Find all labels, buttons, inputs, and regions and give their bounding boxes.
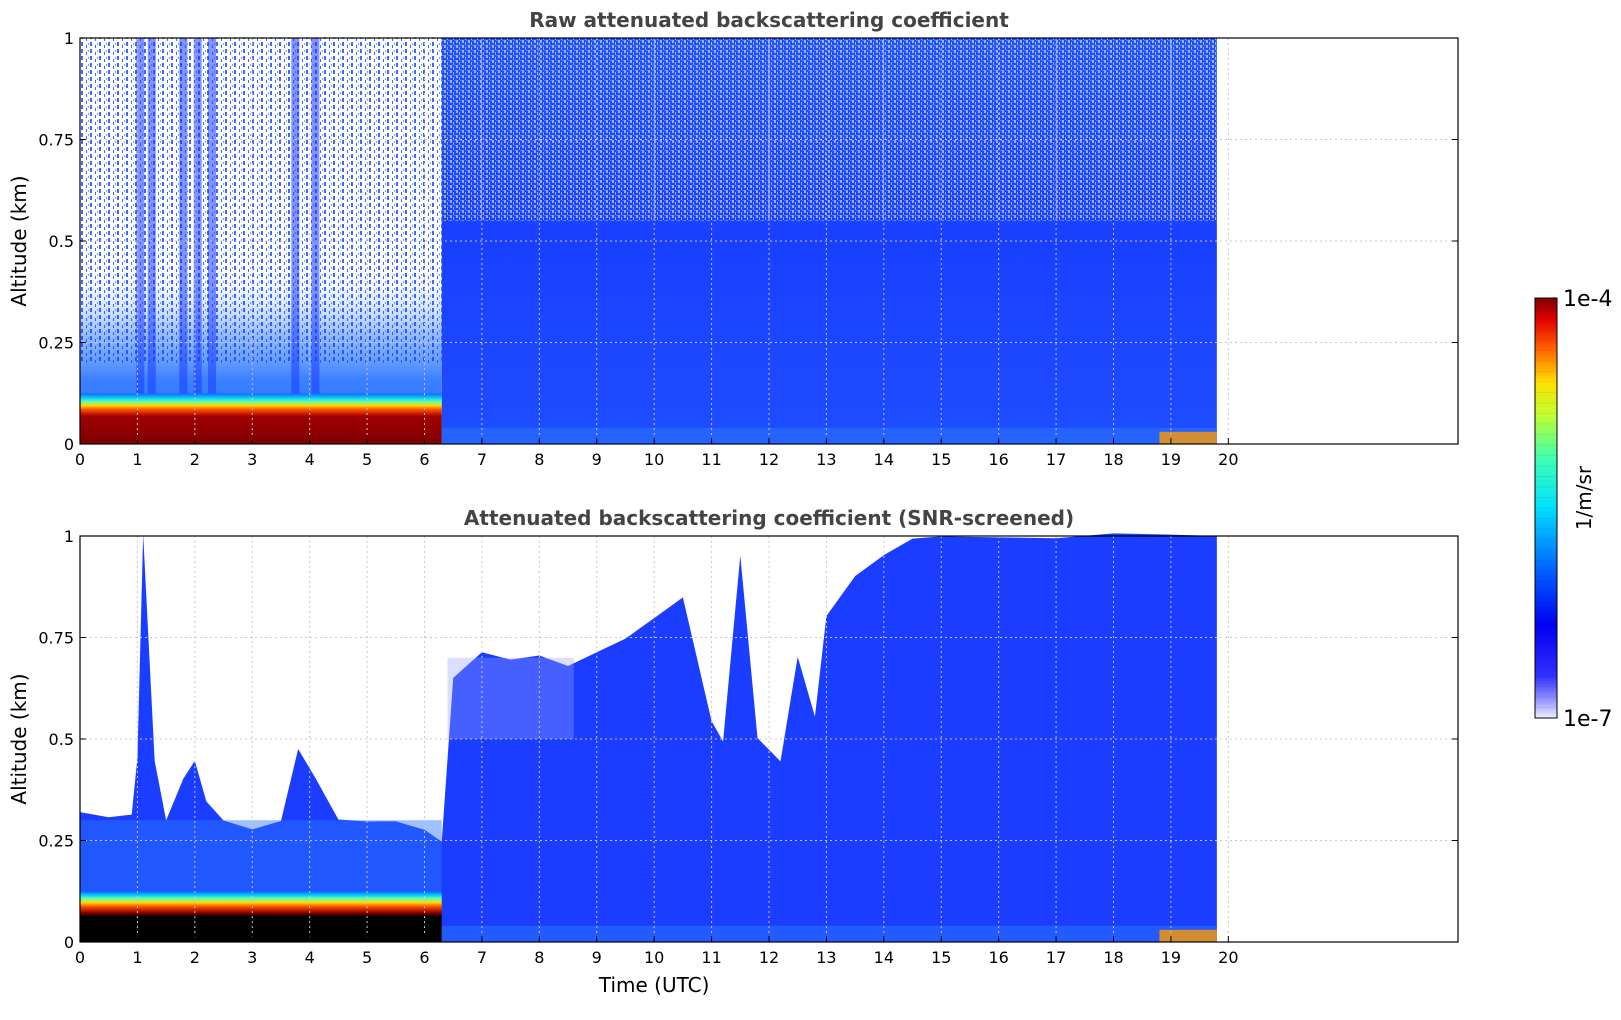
plot-area [80, 533, 1217, 942]
y-tick-label: 0.75 [38, 131, 74, 150]
x-tick-label: 7 [477, 948, 487, 967]
x-tick-label: 12 [759, 450, 779, 469]
x-tick-label: 5 [362, 948, 372, 967]
x-tick-label: 10 [644, 450, 664, 469]
x-tick-label: 4 [305, 450, 315, 469]
x-tick-label: 2 [190, 948, 200, 967]
x-tick-label: 20 [1218, 948, 1238, 967]
x-tick-label: 15 [931, 450, 951, 469]
screened-field [80, 533, 1217, 942]
x-tick-label: 6 [419, 948, 429, 967]
x-tick-label: 10 [644, 948, 664, 967]
boundary-layer [80, 891, 442, 942]
y-tick-label: 0.75 [38, 629, 74, 648]
y-tick-label: 0 [64, 435, 74, 454]
y-tick-label: 1 [64, 527, 74, 546]
x-tick-label: 5 [362, 450, 372, 469]
y-tick-label: 0.25 [38, 832, 74, 851]
x-tick-label: 8 [534, 450, 544, 469]
colorbar-max-label: 1e-4 [1563, 287, 1612, 312]
x-tick-label: 12 [759, 948, 779, 967]
y-ticks: 0 0.25 0.5 0.75 1 [38, 527, 1458, 952]
x-tick-label: 17 [1046, 948, 1066, 967]
x-tick-label: 11 [701, 948, 721, 967]
y-tick-label: 0 [64, 933, 74, 952]
x-tick-label: 7 [477, 450, 487, 469]
x-tick-label: 9 [592, 948, 602, 967]
aerosol-plume [208, 38, 217, 444]
x-tick-label: 1 [132, 948, 142, 967]
aerosol-plume [179, 38, 188, 444]
x-tick-label: 11 [701, 450, 721, 469]
noise-speckle-early [80, 38, 442, 363]
low-snr-patch [447, 657, 574, 739]
x-tick-label: 4 [305, 948, 315, 967]
x-tick-label: 19 [1161, 948, 1181, 967]
x-tick-label: 13 [816, 450, 836, 469]
x-tick-label: 14 [874, 948, 894, 967]
x-tick-label: 0 [75, 948, 85, 967]
x-tick-label: 13 [816, 948, 836, 967]
y-tick-label: 0.25 [38, 334, 74, 353]
x-tick-label: 17 [1046, 450, 1066, 469]
surface-layer [441, 427, 1217, 444]
noise-speckle-late [441, 38, 1217, 221]
x-tick-label: 9 [592, 450, 602, 469]
colorbar-min-label: 1e-7 [1563, 707, 1612, 732]
chart-title: Raw attenuated backscattering coefficien… [529, 8, 1009, 32]
raw-backscatter-panel: Raw attenuated backscattering coefficien… [7, 8, 1459, 469]
y-ticks: 0 0.25 0.5 0.75 1 [38, 29, 1458, 454]
x-tick-label: 16 [988, 948, 1008, 967]
x-tick-label: 0 [75, 450, 85, 469]
y-tick-label: 1 [64, 29, 74, 48]
surface-layer [441, 925, 1217, 942]
x-tick-label: 8 [534, 948, 544, 967]
x-tick-label: 2 [190, 450, 200, 469]
screened-backscatter-panel: Attenuated backscattering coefficient (S… [7, 506, 1459, 997]
x-tick-label: 16 [988, 450, 1008, 469]
x-tick-label: 3 [247, 450, 257, 469]
colorbar-steps [1535, 308, 1557, 708]
x-tick-label: 18 [1103, 948, 1123, 967]
colorbar: 1e-4 1e-7 1/m/sr [1534, 287, 1612, 732]
y-tick-label: 0.5 [49, 232, 74, 251]
x-tick-label: 14 [874, 450, 894, 469]
x-ticks: 0 1 2 3 4 5 6 7 8 9 10 11 12 13 14 15 16 17 18 19 20 [75, 438, 1239, 469]
colorbar-gradient [1534, 297, 1558, 719]
y-axis-label: Altitude (km) [7, 673, 31, 804]
aerosol-plume [193, 38, 202, 444]
x-tick-label: 3 [247, 948, 257, 967]
x-tick-label: 19 [1161, 450, 1181, 469]
colorbar-unit-label: 1/m/sr [1572, 465, 1596, 530]
late-surface-feature [1159, 431, 1217, 444]
y-tick-label: 0.5 [49, 730, 74, 749]
y-axis-label: Altitude (km) [7, 175, 31, 306]
late-surface-feature [1159, 929, 1217, 942]
x-axis-label: Time (UTC) [598, 973, 710, 997]
x-tick-label: 15 [931, 948, 951, 967]
x-tick-label: 18 [1103, 450, 1123, 469]
chart-title: Attenuated backscattering coefficient (S… [464, 506, 1074, 530]
boundary-layer [80, 393, 442, 444]
x-tick-label: 20 [1218, 450, 1238, 469]
x-tick-label: 6 [419, 450, 429, 469]
x-tick-label: 1 [132, 450, 142, 469]
x-ticks: 0 1 2 3 4 5 6 7 8 9 10 11 12 13 14 15 16 17 18 19 20 [75, 936, 1239, 967]
